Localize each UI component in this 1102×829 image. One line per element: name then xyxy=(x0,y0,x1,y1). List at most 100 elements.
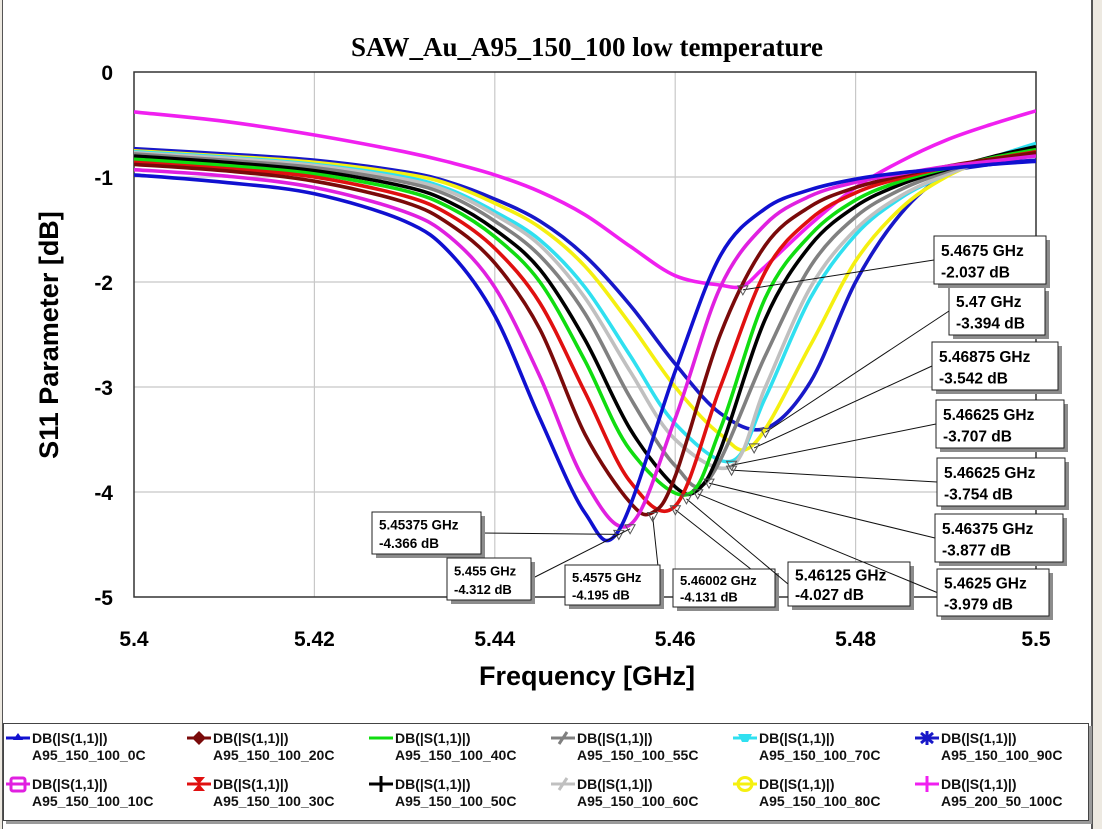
x-tick-label: 5.5 xyxy=(1021,628,1051,651)
legend-dataset: A95_150_100_0C xyxy=(32,747,146,763)
annotation-frequency: 5.46002 GHz xyxy=(680,573,757,588)
legend-slash-icon xyxy=(551,728,575,748)
annotation-box xyxy=(933,235,1047,285)
marker-triangle-icon xyxy=(680,494,693,505)
legend-dataset: A95_200_50_100C xyxy=(941,793,1063,809)
marker-annotation: 5.4625 GHz -3.979 dB xyxy=(691,489,1053,620)
leader-line xyxy=(708,482,936,539)
annotation-value: -4.366 dB xyxy=(379,536,439,551)
series-line-A95_150_100_50C xyxy=(134,144,1036,497)
legend-measurement: DB(|S(1,1)|) xyxy=(759,776,835,792)
annotation-frequency: 5.455 GHz xyxy=(454,564,517,579)
legend-dataset: A95_150_100_40C xyxy=(395,747,517,763)
annotation-frequency: 5.4675 GHz xyxy=(941,243,1024,260)
legend-measurement: DB(|S(1,1)|) xyxy=(759,730,835,746)
series-line-A95_150_100_60C xyxy=(134,145,1036,470)
leader-line xyxy=(753,365,933,449)
legend-measurement: DB(|S(1,1)|) xyxy=(395,730,471,746)
legend-box-icon xyxy=(6,774,30,794)
x-tick-label: 5.44 xyxy=(474,628,515,651)
y-tick-label: -5 xyxy=(94,587,113,610)
legend-dataset: A95_150_100_70C xyxy=(759,747,881,763)
legend-line-icon xyxy=(369,728,393,748)
annotation-frequency: 5.46125 GHz xyxy=(795,567,887,584)
annotation-frequency: 5.45375 GHz xyxy=(379,518,459,533)
marker-annotation: 5.46125 GHz -4.027 dB xyxy=(680,494,914,610)
series-line-A95_150_100_80C xyxy=(134,143,1036,452)
legend: DB(|S(1,1)|) A95_150_100_0C DB(|S(1,1)|) A9… xyxy=(3,723,1089,821)
series-line-A95_150_100_90C xyxy=(134,146,1036,432)
x-tick-label: 5.4 xyxy=(119,628,149,651)
chart-title: SAW_Au_A95_150_100 low temperature xyxy=(351,32,823,62)
legend-measurement: DB(|S(1,1)|) xyxy=(577,776,653,792)
marker-annotation: 5.46875 GHz -3.542 dB xyxy=(748,341,1062,454)
legend-measurement: DB(|S(1,1)|) xyxy=(32,730,108,746)
annotation-value: -4.312 dB xyxy=(454,582,512,597)
series-line-A95_200_50_100C xyxy=(134,109,1036,290)
y-tick-label: -1 xyxy=(94,167,113,190)
y-tick-labels: 0 -1 -2 -3 -4 -5 xyxy=(94,62,113,610)
leader-line xyxy=(731,423,937,466)
annotation-frequency: 5.46625 GHz xyxy=(943,407,1035,424)
marker-triangle-icon xyxy=(703,478,715,490)
legend-measurement: DB(|S(1,1)|) xyxy=(213,776,289,792)
x-tick-label: 5.46 xyxy=(655,628,696,651)
marker-triangle-icon xyxy=(759,427,772,439)
leader-line xyxy=(742,259,935,291)
legend-measurement: DB(|S(1,1)|) xyxy=(213,730,289,746)
marker-triangle-icon xyxy=(725,465,738,477)
chart: SAW_Au_A95_150_100 low temperature 0 -1 -2… xyxy=(34,32,1069,691)
legend-circle-bar-icon xyxy=(733,774,757,794)
y-axis-label: S11 Parameter [dB] xyxy=(34,211,64,459)
annotation-box xyxy=(931,341,1059,391)
annotation-value: -3.754 dB xyxy=(944,486,1013,503)
marker-triangle-icon xyxy=(737,285,749,296)
marker-triangle-icon xyxy=(646,511,659,523)
marker-annotation: 5.4675 GHz -2.037 dB xyxy=(737,235,1050,296)
grid xyxy=(134,72,1036,597)
marker-annotation: 5.46625 GHz -3.707 dB xyxy=(725,399,1068,472)
legend-plus-icon xyxy=(915,774,939,794)
annotation-box xyxy=(672,568,776,608)
legend-measurement: DB(|S(1,1)|) xyxy=(395,776,471,792)
legend-triangle-up-icon xyxy=(6,728,30,748)
marker-triangle-icon xyxy=(691,489,704,500)
annotation-box xyxy=(935,399,1065,449)
annotation-value: -3.542 dB xyxy=(939,370,1008,387)
legend-asterisk-icon xyxy=(915,728,939,748)
annotation-frequency: 5.46375 GHz xyxy=(942,521,1034,538)
x-tick-label: 5.42 xyxy=(294,628,335,651)
plot-area xyxy=(133,71,1037,598)
leader-line xyxy=(530,528,631,580)
annotation-value: -4.027 dB xyxy=(795,587,864,604)
annotation-box xyxy=(948,286,1046,336)
marker-annotation: 5.45375 GHz -4.366 dB xyxy=(371,511,625,558)
marker-triangle-icon xyxy=(725,460,738,472)
marker-annotation: 5.46375 GHz -3.877 dB xyxy=(703,478,1067,566)
leader-line xyxy=(480,532,619,535)
marker-triangle-icon xyxy=(748,443,760,454)
annotation-frequency: 5.4625 GHz xyxy=(944,576,1027,593)
annotation-frequency: 5.46875 GHz xyxy=(939,349,1031,366)
legend-dataset: A95_150_100_55C xyxy=(577,747,699,763)
y-tick-label: 0 xyxy=(101,62,113,85)
annotation-value: -2.037 dB xyxy=(941,264,1010,281)
legend-slash-icon xyxy=(551,774,575,794)
x-tick-label: 5.48 xyxy=(835,628,876,651)
series-line-A95_150_100_0C xyxy=(134,159,1036,543)
legend-dataset: A95_150_100_60C xyxy=(577,793,699,809)
series-lines xyxy=(134,109,1036,543)
annotation-box xyxy=(934,513,1064,563)
annotation-box xyxy=(564,564,661,606)
annotation-value: -3.979 dB xyxy=(944,596,1013,613)
legend-dataset: A95_150_100_30C xyxy=(213,793,335,809)
annotation-box xyxy=(787,561,911,607)
leader-line xyxy=(765,310,950,433)
annotation-frequency: 5.47 GHz xyxy=(956,294,1022,311)
y-tick-label: -2 xyxy=(94,272,113,295)
leader-line xyxy=(686,498,789,585)
marker-annotation: 5.4575 GHz -4.195 dB xyxy=(564,511,664,609)
legend-dataset: A95_150_100_50C xyxy=(395,793,517,809)
series-line-A95_150_100_30C xyxy=(134,150,1036,514)
legend-dataset: A95_150_100_80C xyxy=(759,793,881,809)
